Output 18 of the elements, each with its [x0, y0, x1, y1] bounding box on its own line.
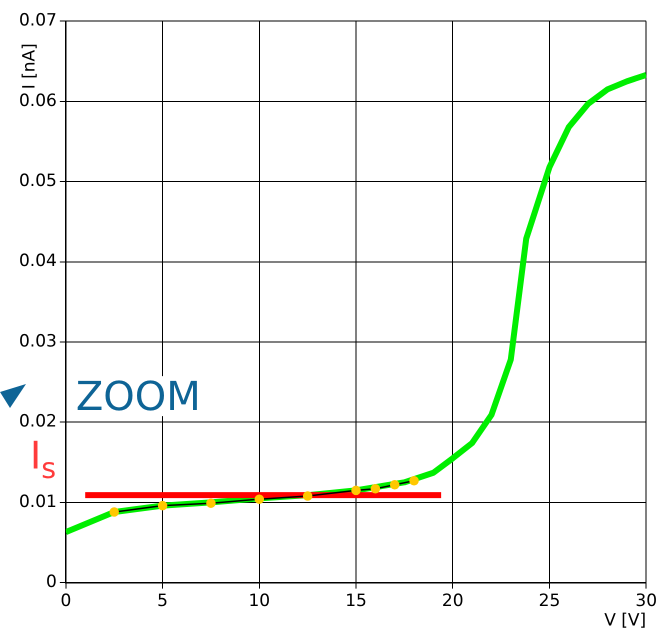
y-tick-label: 0.07	[18, 10, 57, 31]
x-tick-label: 30	[635, 591, 658, 612]
y-tick-label: 0.02	[18, 412, 57, 432]
x-tick-label: 5	[157, 591, 168, 612]
y-tick-label: 0.03	[18, 331, 57, 352]
x-tick-label: 25	[538, 591, 560, 612]
y-tick-label: 0.04	[18, 251, 57, 272]
y-tick-label: 0	[46, 572, 57, 592]
x-tick-label: 20	[442, 591, 464, 612]
y-axis-title: I [nA]	[19, 43, 40, 90]
x-tick-label: 15	[345, 591, 367, 612]
y-tick-label: 0.06	[18, 90, 57, 111]
x-tick-label: 10	[248, 591, 270, 612]
annotation: ZOOM	[76, 374, 201, 420]
y-tick-label: 0.05	[18, 171, 57, 192]
x-axis-title: V [V]	[604, 610, 646, 631]
y-tick-label: 0.01	[18, 492, 57, 512]
x-tick-label: 0	[60, 591, 72, 612]
